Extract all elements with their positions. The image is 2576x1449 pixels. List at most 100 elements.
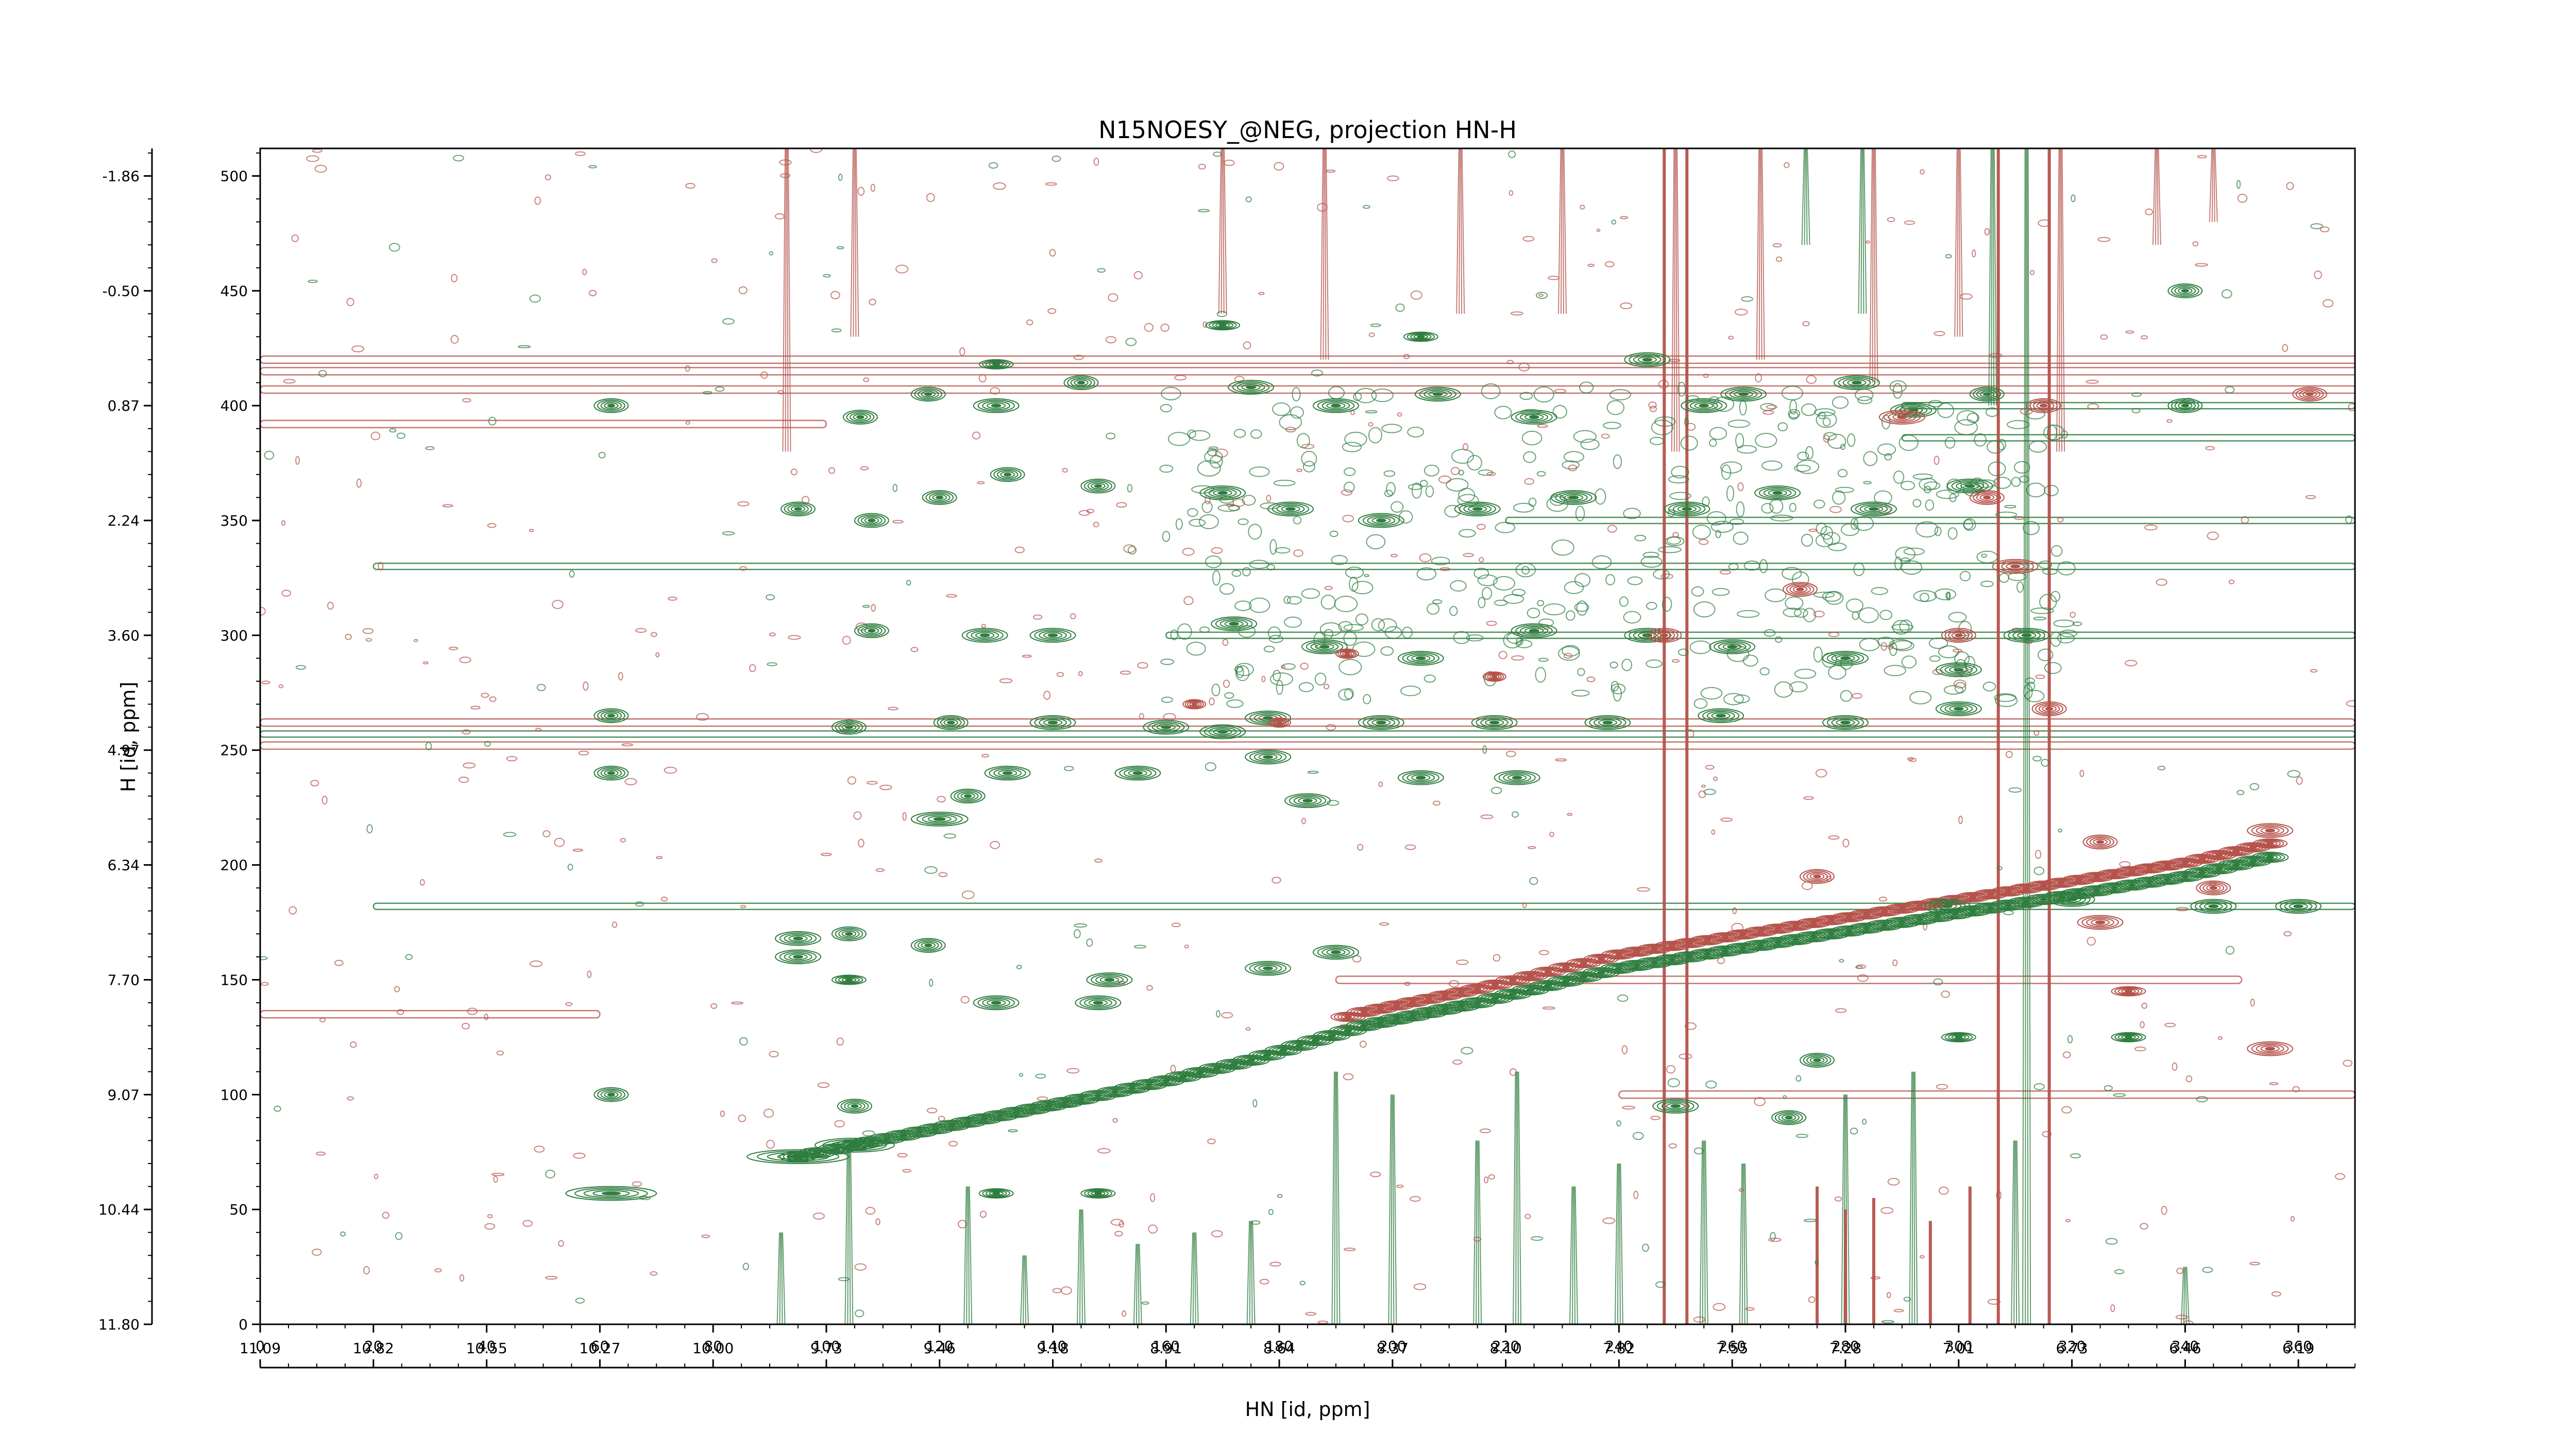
positive-contour: [1651, 419, 1673, 435]
positive-peak: [1205, 320, 1241, 331]
positive-contour: [1391, 501, 1404, 513]
noise-contour: [1989, 352, 2003, 358]
noise-contour: [291, 234, 299, 242]
noise-contour: [1261, 676, 1266, 682]
positive-peak: [933, 715, 969, 730]
positive-peak: [1720, 386, 1767, 402]
positive-contour: [1189, 518, 1206, 527]
positive-contour: [1338, 621, 1353, 632]
noise-contour: [2038, 219, 2051, 227]
noise-contour: [1378, 781, 1383, 787]
positive-contour: [1368, 427, 1383, 444]
noise-contour: [979, 1210, 987, 1218]
positive-contour: [1619, 596, 1629, 607]
positive-contour: [2013, 461, 2030, 474]
noise-contour: [763, 1108, 774, 1118]
noise-contour: [451, 274, 458, 282]
noise-contour: [2032, 755, 2042, 762]
noise-contour: [1396, 1184, 1404, 1188]
noise-contour: [1732, 907, 1737, 915]
noise-contour: [957, 1220, 968, 1229]
positive-contour: [1355, 613, 1368, 626]
noise-contour: [1404, 982, 1411, 986]
noise-contour: [1772, 243, 1782, 248]
positive-contour: [1386, 482, 1396, 496]
noise-contour: [860, 466, 869, 470]
noise-contour: [790, 468, 798, 476]
noise-contour: [1482, 745, 1487, 754]
chart-title: N15NOESY_@NEG, projection HN-H: [1098, 116, 1517, 144]
negative-peak: [1783, 582, 1818, 597]
noise-contour: [470, 705, 481, 710]
negative-ridge: [850, 148, 859, 337]
positive-contour: [1813, 592, 1835, 598]
noise-contour: [1184, 945, 1189, 949]
positive-contour: [1320, 595, 1336, 610]
noise-contour: [961, 890, 975, 899]
positive-contour: [1363, 694, 1371, 704]
positive-peak: [961, 628, 1008, 643]
positive-contour: [1997, 439, 2007, 450]
noise-contour: [828, 467, 835, 474]
positive-contour: [2047, 424, 2057, 441]
negative-peak: [1878, 410, 1925, 425]
noise-contour: [1808, 1296, 1816, 1303]
noise-contour: [1326, 724, 1336, 731]
noise-contour: [2310, 669, 2318, 673]
positive-contour: [1736, 610, 1760, 618]
x-ppm-tick-label: 11.09: [240, 1340, 281, 1357]
noise-contour: [459, 777, 469, 783]
noise-contour: [306, 155, 319, 162]
noise-contour: [1258, 292, 1265, 295]
noise-contour: [1137, 662, 1148, 669]
noise-contour: [340, 1231, 346, 1237]
positive-contour: [1594, 488, 1606, 505]
noise-contour: [347, 1096, 354, 1101]
noise-contour: [1221, 1012, 1233, 1019]
noise-contour: [327, 601, 334, 610]
x-ppm-tick-label: 7.82: [1603, 1340, 1635, 1357]
noise-contour: [1368, 422, 1374, 427]
noise-contour: [870, 183, 876, 192]
noise-contour: [2283, 931, 2292, 937]
positive-contour: [1187, 429, 1196, 439]
y-point-tick-label: 400: [221, 397, 248, 414]
noise-contour: [529, 294, 541, 303]
noise-contour: [351, 345, 365, 352]
positive-peak: [973, 398, 1020, 413]
noise-contour: [1479, 557, 1484, 563]
positive-contour: [1551, 539, 1574, 556]
x-point-tick-label: 0: [256, 1338, 265, 1355]
noise-contour: [1567, 813, 1573, 816]
noise-contour: [875, 1218, 880, 1225]
positive-contour: [1658, 546, 1682, 553]
noise-contour: [1693, 1316, 1705, 1323]
noise-contour: [1123, 544, 1136, 553]
noise-contour: [405, 954, 413, 961]
noise-contour: [1120, 670, 1131, 675]
positive-contour: [1735, 433, 1744, 449]
positive-ridge: [1133, 1243, 1142, 1324]
noise-contour: [897, 1153, 908, 1158]
noise-contour: [578, 750, 589, 756]
noise-contour: [2033, 616, 2047, 620]
noise-contour: [1813, 611, 1825, 618]
negative-ridge: [2209, 148, 2218, 222]
noise-contour: [1728, 335, 1734, 340]
positive-contour: [1954, 419, 1978, 435]
noise-contour: [620, 838, 626, 843]
noise-contour: [1893, 1309, 1904, 1312]
positive-contour: [1267, 626, 1281, 639]
noise-contour: [588, 165, 597, 169]
positive-contour: [1298, 682, 1314, 693]
noise-contour: [2305, 495, 2316, 499]
noise-contour: [2033, 1083, 2045, 1090]
positive-peak: [1312, 398, 1359, 413]
positive-contour: [1994, 694, 2018, 707]
positive-contour: [1845, 598, 1863, 613]
noise-contour: [1701, 784, 1706, 788]
noise-contour: [1343, 1073, 1354, 1081]
noise-contour: [462, 729, 471, 735]
noise-contour: [988, 162, 998, 169]
negative-band: [1618, 1090, 2355, 1099]
